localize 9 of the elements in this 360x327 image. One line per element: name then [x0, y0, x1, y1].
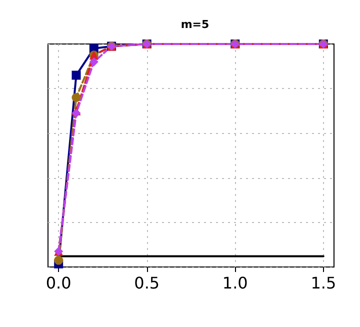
point — [72, 93, 81, 102]
x-tick-label: 1.5 — [310, 274, 336, 292]
x-tick-label: 0.0 — [46, 274, 72, 292]
x-tick-label: 0.5 — [134, 274, 160, 292]
chart-title: m=5 — [180, 18, 210, 31]
point — [89, 57, 98, 66]
point — [72, 70, 81, 80]
x-tick-label: 1.0 — [222, 274, 248, 292]
point — [54, 256, 64, 265]
